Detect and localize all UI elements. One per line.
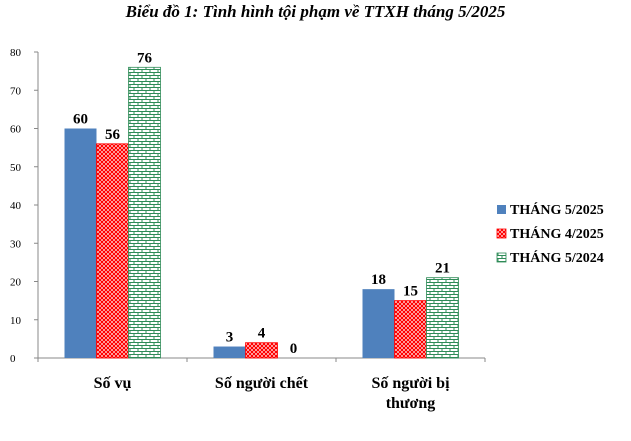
x-category-label: Số người chết <box>215 375 309 392</box>
y-tick-label: 80 <box>10 47 22 59</box>
bar-2-3 <box>394 300 427 359</box>
y-tick-label: 50 <box>10 162 22 174</box>
data-label: 56 <box>105 127 121 143</box>
data-label: 21 <box>435 261 450 277</box>
legend-label: THÁNG 5/2024 <box>510 249 604 266</box>
y-tick-label: 70 <box>10 85 22 97</box>
legend-label: THÁNG 4/2025 <box>510 225 604 242</box>
bar-2-2 <box>245 342 278 359</box>
data-label: 15 <box>403 284 418 300</box>
legend-swatch <box>496 228 507 239</box>
data-label: 18 <box>371 272 386 288</box>
legend-swatch <box>497 205 506 214</box>
x-category-label: Số vụ <box>94 375 132 392</box>
legend-label: THÁNG 5/2025 <box>510 201 604 218</box>
chart-title: Biểu đồ 1: Tình hình tội phạm về TTXH th… <box>125 2 506 21</box>
data-label: 3 <box>226 330 234 346</box>
x-category-label: thương <box>386 395 436 412</box>
bar-1-3 <box>362 289 395 358</box>
bar-2-1 <box>96 143 129 359</box>
bar-1-2 <box>213 346 246 358</box>
y-tick-label: 10 <box>10 315 22 327</box>
data-label: 0 <box>290 341 298 357</box>
y-tick-label: 60 <box>10 124 22 136</box>
bar-3-3 <box>426 277 459 359</box>
y-tick-label: 30 <box>10 238 22 250</box>
data-label: 4 <box>258 326 266 342</box>
data-label: 60 <box>73 112 88 128</box>
y-tick-label: 20 <box>10 277 22 289</box>
bar-1-1 <box>64 128 97 358</box>
y-tick-label: 0 <box>10 353 16 365</box>
y-tick-label: 40 <box>10 200 22 212</box>
legend-swatch <box>496 252 507 263</box>
bar-3-1 <box>128 66 161 359</box>
data-label: 76 <box>137 50 153 66</box>
x-category-label: Số người bị <box>371 375 450 392</box>
